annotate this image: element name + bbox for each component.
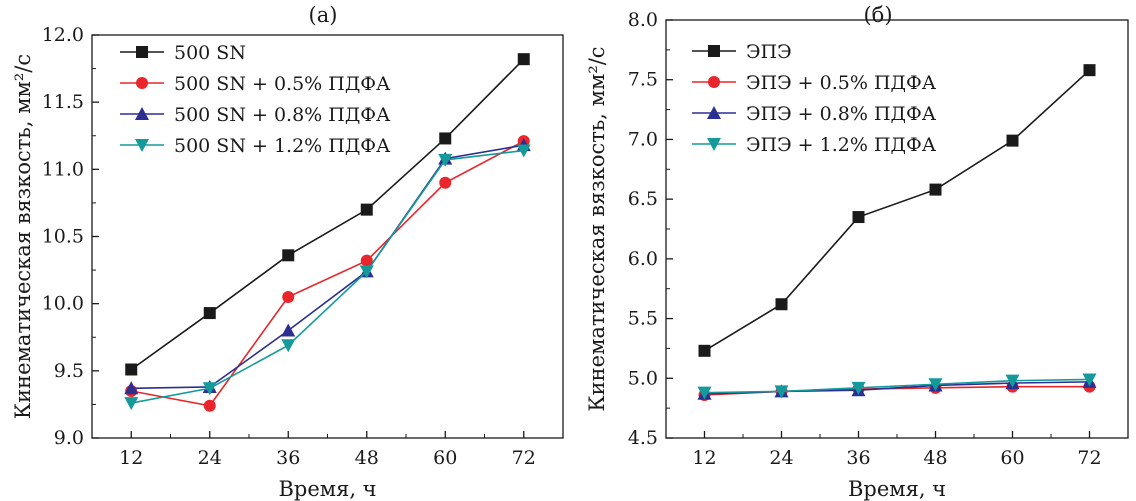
y-tick-label: 5.5 xyxy=(628,308,658,330)
panel-title: (б) xyxy=(863,3,892,27)
legend: ЭПЭ ЭПЭ + 0.5% ПДФА ЭПЭ + 0.8% ПДФА ЭПЭ + 1… xyxy=(692,41,937,156)
x-tick-label: 36 xyxy=(276,447,300,469)
series-line xyxy=(704,378,1090,394)
series-0 xyxy=(125,53,530,376)
legend-label: ЭПЭ + 0.8% ПДФА xyxy=(746,103,937,125)
y-tick-label: 9.5 xyxy=(54,360,84,382)
data-point xyxy=(851,381,866,395)
series-line xyxy=(131,149,524,404)
series-1 xyxy=(125,135,530,412)
data-point xyxy=(775,298,788,311)
y-tick-label: 8.0 xyxy=(628,9,658,31)
data-point xyxy=(516,144,531,158)
series-3 xyxy=(124,144,531,411)
legend-marker xyxy=(708,45,720,57)
legend: 500 SN 500 SN + 0.5% ПДФА 500 SN + 0.8% ПД… xyxy=(120,42,391,157)
chart-panel-0: 9.0 9.5 10.0 10.5 11.0 11.5 12.0 12 24 36 48 60 72 Вр… xyxy=(11,3,564,501)
data-point xyxy=(438,153,453,167)
x-tick-label: 60 xyxy=(433,447,457,469)
y-tick-label: 11.0 xyxy=(42,158,84,180)
legend-label: 500 SN + 0.8% ПДФА xyxy=(174,104,391,126)
data-point xyxy=(360,254,373,267)
data-point xyxy=(282,290,295,303)
legend-marker xyxy=(136,46,148,58)
y-tick-label: 11.5 xyxy=(42,91,84,113)
series-line xyxy=(130,58,525,371)
series-line xyxy=(131,140,525,407)
data-point xyxy=(928,378,943,392)
data-point xyxy=(697,386,712,400)
legend-marker xyxy=(707,138,721,151)
data-point xyxy=(439,176,452,189)
data-point xyxy=(124,397,139,411)
x-tick-label: 72 xyxy=(512,447,536,469)
x-tick-label: 12 xyxy=(119,447,143,469)
series-1 xyxy=(698,380,1096,402)
series-line xyxy=(131,144,524,390)
y-tick-label: 6.0 xyxy=(628,248,658,270)
data-point xyxy=(1082,373,1097,387)
y-tick-label: 6.5 xyxy=(628,188,658,210)
data-point xyxy=(281,339,296,353)
panel-title: (а) xyxy=(309,3,338,27)
y-tick-label: 10.0 xyxy=(42,293,84,315)
data-point xyxy=(1006,134,1019,147)
legend-marker xyxy=(135,139,149,152)
data-point xyxy=(203,399,216,412)
data-point xyxy=(774,385,789,399)
legend-marker xyxy=(136,77,148,89)
x-tick-label: 12 xyxy=(692,447,716,469)
data-point xyxy=(203,307,216,320)
data-point xyxy=(439,132,452,145)
legend-label: 500 SN xyxy=(174,42,246,64)
x-axis-title: Время, ч xyxy=(278,477,376,501)
legend-label: 500 SN + 1.2% ПДФА xyxy=(174,135,391,157)
y-axis-title: Кинематическая вязкость, мм²/с xyxy=(585,46,609,411)
legend-marker xyxy=(135,107,149,120)
series-0 xyxy=(698,64,1096,357)
data-point xyxy=(517,53,530,66)
data-point xyxy=(698,344,711,357)
legend-label: ЭПЭ + 1.2% ПДФА xyxy=(746,134,937,156)
y-tick-label: 12.0 xyxy=(42,24,84,46)
data-point xyxy=(359,265,374,279)
data-point xyxy=(282,249,295,262)
y-tick-label: 4.5 xyxy=(628,427,658,449)
legend-label: ЭПЭ xyxy=(746,41,792,63)
legend-label: 500 SN + 0.5% ПДФА xyxy=(174,73,391,95)
series-3 xyxy=(697,373,1097,400)
y-tick-label: 9.0 xyxy=(54,427,84,449)
y-tick-label: 5.0 xyxy=(628,367,658,389)
data-point xyxy=(202,382,217,396)
x-tick-label: 36 xyxy=(846,447,870,469)
legend-label: ЭПЭ + 0.5% ПДФА xyxy=(746,72,937,94)
x-tick-label: 48 xyxy=(923,447,947,469)
chart-panel-1: 4.5 5.0 5.5 6.0 6.5 7.0 7.5 8.0 12 24 36 48 60 72 Врем… xyxy=(585,3,1129,501)
data-point xyxy=(360,203,373,216)
x-tick-label: 24 xyxy=(769,447,793,469)
data-point xyxy=(281,323,296,337)
data-point xyxy=(1083,64,1096,77)
series-line xyxy=(704,69,1091,352)
y-axis-title: Кинематическая вязкость, мм²/с xyxy=(11,54,35,419)
data-point xyxy=(125,363,138,376)
x-axis-title: Время, ч xyxy=(848,477,946,501)
data-point xyxy=(124,381,139,395)
x-tick-label: 72 xyxy=(1077,447,1101,469)
plot-frame xyxy=(91,34,564,439)
y-tick-label: 7.5 xyxy=(628,69,658,91)
y-tick-label: 7.0 xyxy=(628,128,658,150)
data-point xyxy=(929,183,942,196)
series-2 xyxy=(124,138,531,395)
legend-marker xyxy=(708,76,720,88)
data-point xyxy=(1005,374,1020,388)
y-tick-label: 10.5 xyxy=(42,226,84,248)
x-tick-label: 48 xyxy=(355,447,379,469)
x-tick-label: 24 xyxy=(198,447,222,469)
x-tick-label: 60 xyxy=(1000,447,1024,469)
legend-marker xyxy=(707,106,721,119)
data-point xyxy=(852,211,865,224)
